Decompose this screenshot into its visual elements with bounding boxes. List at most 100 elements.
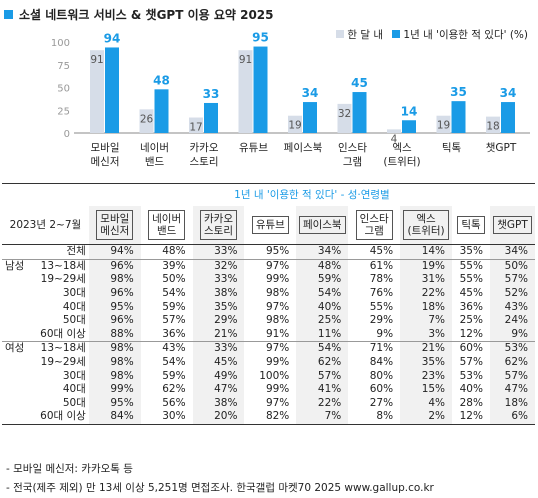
x-category-label: 카카오 [190, 142, 219, 154]
data-label-month: 17 [189, 122, 202, 134]
column-header-label: 엑스 (트위터) [403, 210, 449, 240]
table-cell: 21% [400, 341, 453, 356]
table-cell: 98% [265, 314, 290, 327]
table-cell: 36% [162, 327, 186, 340]
table-row: 전체 94% 48% 33% 95% 34% 45% 14% 35% 34% [2, 244, 535, 260]
column-header-label: 인스타 그램 [355, 210, 393, 240]
x-category-label: 인스타 [338, 142, 367, 154]
bar-month [238, 50, 253, 133]
footnote-messenger: - 모바일 메신저: 카카오톡 등 [6, 463, 133, 475]
data-label-year: 34 [302, 86, 319, 100]
bar-chart: 02550751009194모바일메신저2648네이버밴드1733카카오스토리9… [51, 31, 530, 168]
page-title: 소셜 네트워크 서비스 & 챗GPT 이용 요약 2025 [4, 6, 274, 23]
row-label: 50대 [62, 314, 86, 327]
table-cell: 50% [489, 258, 535, 274]
column-header: 네이버 밴드 [140, 206, 193, 245]
table-row: 40대 99% 62% 47% 99% 41% 60% 15% 40% 47% [2, 382, 535, 397]
table-cell: 18% [489, 396, 535, 411]
table-cell: 50% [162, 273, 186, 286]
table-cell: 36% [459, 300, 483, 313]
table-row: 여성 13~18세 98% 43% 33% 97% 54% 71% 21% 60% 53% [2, 341, 535, 356]
table-cell: 55% [452, 258, 490, 274]
x-category-label: 네이버 [140, 142, 169, 154]
x-category-label: 유튜브 [239, 142, 268, 154]
table-header-title: 1년 내 '이용한 적 있다' - 성·연령별 [88, 183, 535, 206]
data-label-year: 14 [401, 104, 418, 118]
table-cell: 99% [88, 382, 141, 397]
bar-month [387, 129, 401, 133]
table-row: 남성 13~18세 96% 39% 32% 97% 48% 61% 19% 55% 50% [2, 258, 535, 274]
table-cell: 43% [140, 341, 193, 356]
x-category-label: 모바일 [91, 141, 120, 154]
table-cell: 95% [88, 300, 141, 314]
title-text: 소셜 네트워크 서비스 & 챗GPT 이용 요약 2025 [19, 8, 274, 22]
table-cell: 54% [162, 287, 186, 300]
header-blank [31, 183, 89, 206]
table-cell: 4% [400, 396, 453, 411]
table-cell: 59% [296, 273, 349, 287]
data-label-month: 4 [391, 133, 398, 145]
table-row: 50대 95% 56% 38% 97% 22% 27% 4% 28% 18% [2, 396, 535, 411]
table-cell: 54% [296, 341, 349, 356]
x-category-label: 밴드 [145, 156, 165, 168]
x-category-label: 그램 [343, 156, 362, 168]
row-label: 30대 [62, 287, 86, 300]
table-cell: 97% [244, 341, 297, 356]
table-cell: 33% [192, 273, 245, 287]
table-cell: 47% [192, 382, 245, 397]
table-cell: 53% [459, 369, 483, 382]
legend-swatch-month [336, 30, 345, 38]
bar-month [90, 50, 104, 133]
table-cell: 91% [265, 327, 290, 340]
row-label: 19~29세 [40, 273, 86, 286]
table-cell: 52% [489, 286, 535, 301]
row-group-label [2, 410, 32, 425]
table-cell: 59% [162, 369, 186, 382]
x-category-label: 메신저 [91, 156, 120, 168]
column-header: 틱톡 [452, 206, 490, 245]
row-label: 60대 이상 [40, 327, 86, 340]
column-header-label: 유튜브 [251, 216, 289, 234]
row-label: 19~29세 [40, 356, 86, 369]
bar-year [501, 102, 515, 133]
bar-year [253, 46, 268, 133]
table-cell: 38% [192, 286, 245, 301]
row-group-label [2, 287, 32, 301]
table-cell: 22% [400, 286, 453, 301]
table-cell: 29% [369, 314, 394, 327]
column-header-label: 챗GPT [493, 216, 532, 234]
table-cell: 96% [88, 313, 141, 328]
bar-month [436, 115, 451, 133]
table-row: 30대 98% 59% 49% 100% 57% 80% 23% 53% 57% [2, 369, 535, 383]
table-cell: 15% [400, 382, 453, 397]
table-cell: 9% [376, 327, 394, 340]
data-label-year: 94 [104, 31, 121, 45]
table-cell: 47% [489, 382, 535, 397]
table-cell: 76% [369, 287, 394, 300]
table-cell: 7% [400, 313, 453, 328]
bar-month [486, 116, 500, 133]
table-cell: 2% [400, 410, 453, 425]
table-cell: 88% [88, 327, 141, 342]
table-cell: 94% [88, 244, 141, 260]
table-cell: 45% [369, 245, 394, 258]
table-cell: 34% [489, 244, 535, 260]
row-group-label [2, 245, 32, 260]
table-cell: 53% [489, 341, 535, 356]
table-cell: 57% [489, 273, 535, 287]
table-cell: 49% [192, 369, 245, 383]
table-row: 40대 95% 59% 35% 97% 40% 55% 18% 36% 43% [2, 300, 535, 314]
table-cell: 55% [459, 273, 483, 286]
table-cell: 98% [88, 341, 141, 356]
table-cell: 55% [369, 300, 394, 313]
y-tick-label: 50 [57, 84, 70, 95]
table-cell: 39% [140, 258, 193, 274]
table-cell: 78% [369, 273, 394, 286]
column-header-label: 모바일 메신저 [96, 210, 134, 240]
table-cell: 80% [369, 369, 394, 382]
chart-legend: 한 달 내 1년 내 '이용한 적 있다' (%) [330, 27, 528, 42]
table-cell: 6% [489, 410, 535, 425]
legend-swatch-year [392, 30, 401, 38]
table-cell: 28% [459, 396, 483, 409]
x-category-label: 챗GPT [486, 142, 517, 154]
